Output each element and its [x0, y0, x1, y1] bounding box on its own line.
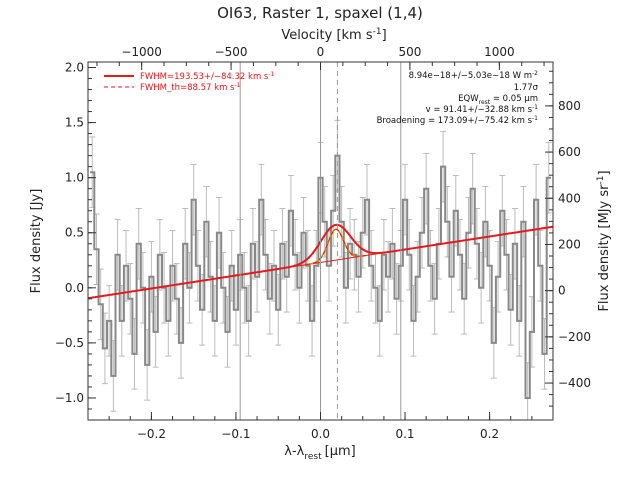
x-tick-label: 0.1: [395, 427, 414, 441]
top-tick-label: 0: [317, 45, 325, 59]
y-tick-label: 1.0: [65, 171, 84, 185]
series-layer: [88, 119, 553, 420]
legend-label-fwhm: FWHM=193.53+/−84.32 km s-1: [140, 71, 275, 82]
axes: −0.2 −0.1 0.0 0.1 0.2 −1.0 −0.5 0.0 0.5 1.0 1.5 2.0…: [55, 45, 591, 441]
right-tick-label: 200: [558, 237, 581, 251]
x-tick-label: −0.2: [137, 427, 166, 441]
y-tick-label: −1.0: [55, 391, 84, 405]
top-tick-label: −500: [215, 45, 248, 59]
top-axis-label: Velocity [km s-1]: [281, 27, 386, 43]
right-tick-label: 800: [558, 99, 581, 113]
legend-label-fwhm-th: FWHM_th=88.57 km s-1: [140, 82, 241, 93]
reference-lines: [239, 62, 402, 420]
y-tick-label: 2.0: [65, 61, 84, 75]
annotation-flux: 8.94e−18+/−5.03e−18 W m-2: [409, 70, 539, 81]
right-tick-label: −200: [558, 330, 591, 344]
x-axis-label: λ-λrest [μm]: [284, 444, 355, 462]
fit-annotations: 8.94e−18+/−5.03e−18 W m-2 1.77σ EQWrest …: [377, 70, 539, 126]
annotation-eqw: EQWrest = 0.05 μm: [458, 94, 538, 106]
y-tick-label: −0.5: [55, 336, 84, 350]
y-tick-label: 0.0: [65, 281, 84, 295]
x-tick-label: −0.1: [221, 427, 250, 441]
y-axis-label: Flux density [Jy]: [29, 189, 44, 294]
legend: FWHM=193.53+/−84.32 km s-1 FWHM_th=88.57…: [104, 71, 275, 93]
x-tick-label: 0.0: [311, 427, 330, 441]
y-tick-label: 1.5: [65, 116, 84, 130]
top-tick-label: 500: [398, 45, 421, 59]
right-tick-label: 400: [558, 191, 581, 205]
right-tick-label: 0: [558, 284, 566, 298]
right-tick-label: −400: [558, 376, 591, 390]
right-axis-label: Flux density [MJy sr-1]: [596, 170, 612, 311]
top-tick-label: −1000: [121, 45, 162, 59]
chart-title: OI63, Raster 1, spaxel (1,4): [217, 4, 423, 22]
right-tick-label: 600: [558, 145, 581, 159]
annotation-sigma: 1.77σ: [514, 83, 539, 93]
top-tick-label: 1000: [484, 45, 515, 59]
x-tick-label: 0.2: [480, 427, 499, 441]
annotation-velocity: v = 91.41+/−32.88 km s-1: [426, 104, 539, 115]
annotation-broadening: Broadening = 173.09+/−75.42 km s-1: [377, 115, 539, 126]
y-tick-label: 0.5: [65, 226, 84, 240]
thermal-profile: [306, 228, 366, 266]
